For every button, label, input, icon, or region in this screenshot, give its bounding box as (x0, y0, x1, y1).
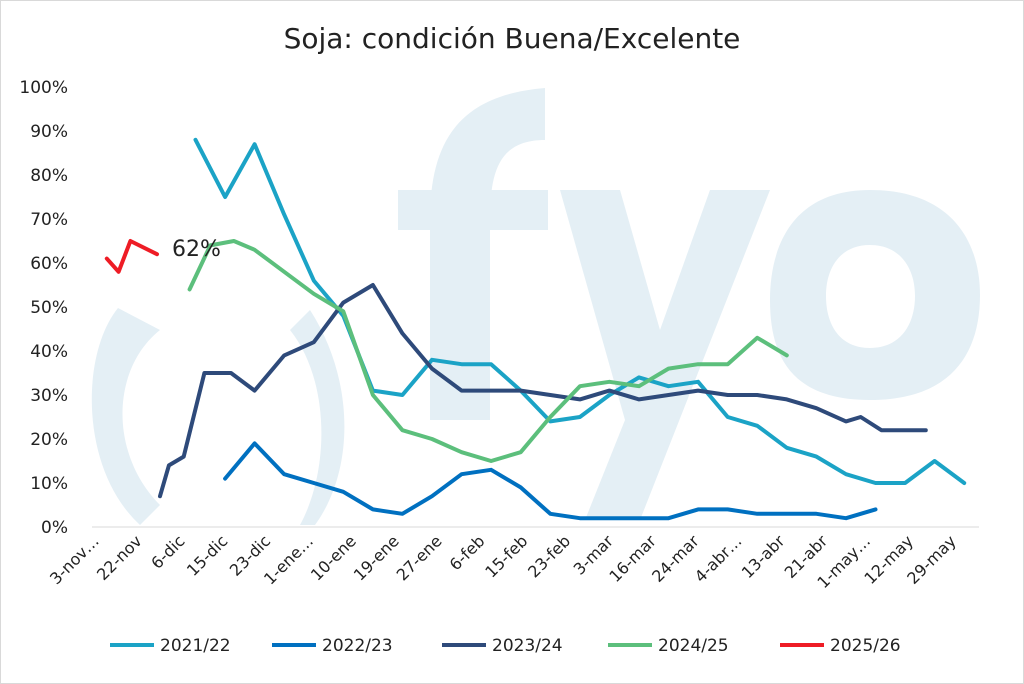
x-tick-label: 4-abr… (691, 531, 746, 586)
y-tick-label: 20% (30, 430, 68, 450)
legend-label: 2025/26 (830, 636, 901, 656)
x-tick-label: 22-nov (93, 531, 146, 584)
x-tick-label: 19-ene (350, 531, 403, 584)
x-tick-label: 15-dic (183, 531, 231, 579)
x-tick-label: 27-ene (393, 531, 446, 584)
series-line-2022-23 (223, 441, 878, 521)
y-tick-label: 10% (30, 474, 68, 494)
y-tick-label: 40% (30, 342, 68, 362)
legend-label: 2023/24 (492, 636, 563, 656)
y-tick-label: 70% (30, 210, 68, 230)
y-tick-label: 100% (19, 78, 68, 98)
series-line-2021-22 (193, 137, 967, 485)
x-tick-label: 10-ene (307, 531, 360, 584)
y-tick-label: 80% (30, 166, 68, 186)
legend-label: 2024/25 (658, 636, 729, 656)
fyo-watermark (91, 88, 980, 525)
y-tick-label: 30% (30, 386, 68, 406)
x-tick-label: 13-abr (738, 531, 789, 582)
y-tick-label: 50% (30, 298, 68, 318)
legend-label: 2021/22 (160, 636, 231, 656)
legend-label: 2022/23 (322, 636, 393, 656)
last-value-annotation: 62% (172, 237, 221, 262)
y-tick-label: 90% (30, 122, 68, 142)
x-tick-label: 3-nov… (46, 531, 103, 588)
series-line-2023-24 (158, 283, 928, 499)
x-tick-label: 15-feb (481, 531, 531, 581)
x-tick-label: 16-mar (605, 531, 660, 586)
series-line-2024-25 (187, 239, 789, 463)
series-line-2025-26 (104, 239, 159, 274)
y-tick-label: 0% (41, 518, 68, 538)
y-tick-label: 60% (30, 254, 68, 274)
x-tick-label: 23-feb (524, 531, 574, 581)
chart-title: Soja: condición Buena/Excelente (283, 22, 741, 55)
